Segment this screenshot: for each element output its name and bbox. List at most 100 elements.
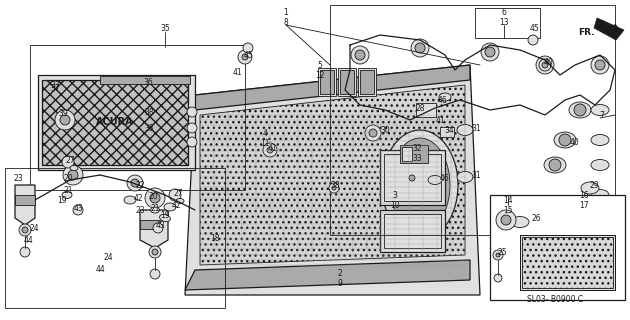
Text: 31: 31 xyxy=(471,124,481,132)
Text: 8: 8 xyxy=(284,18,289,27)
Circle shape xyxy=(574,104,586,116)
Bar xyxy=(330,5,615,235)
Polygon shape xyxy=(38,75,195,170)
Text: 1: 1 xyxy=(284,7,289,17)
Text: 22: 22 xyxy=(135,180,145,189)
Ellipse shape xyxy=(70,165,78,171)
Text: 23: 23 xyxy=(135,205,145,214)
Bar xyxy=(416,103,436,117)
Circle shape xyxy=(187,123,197,133)
Circle shape xyxy=(60,115,70,125)
Text: 30: 30 xyxy=(380,125,390,134)
Polygon shape xyxy=(200,85,465,265)
Ellipse shape xyxy=(62,191,72,198)
Text: ACURA: ACURA xyxy=(96,117,134,127)
Text: 9: 9 xyxy=(338,278,343,287)
Ellipse shape xyxy=(591,159,609,171)
Text: 41: 41 xyxy=(267,143,277,153)
Polygon shape xyxy=(195,65,470,110)
Polygon shape xyxy=(15,185,35,225)
Text: 32: 32 xyxy=(412,143,422,153)
Text: 34: 34 xyxy=(444,125,454,134)
Bar xyxy=(30,45,245,190)
Text: 42: 42 xyxy=(171,201,181,210)
Bar xyxy=(400,145,428,163)
Text: 42: 42 xyxy=(133,194,143,203)
Text: 43: 43 xyxy=(155,220,165,229)
Circle shape xyxy=(540,60,550,70)
Text: 20: 20 xyxy=(148,191,158,201)
Polygon shape xyxy=(140,210,168,248)
Ellipse shape xyxy=(151,207,159,213)
Circle shape xyxy=(145,188,165,208)
Polygon shape xyxy=(185,65,480,295)
Ellipse shape xyxy=(428,175,442,185)
Ellipse shape xyxy=(124,196,136,204)
Circle shape xyxy=(536,56,554,74)
Bar xyxy=(358,68,376,96)
Text: 37: 37 xyxy=(50,81,60,90)
Bar xyxy=(15,195,35,205)
Text: 20: 20 xyxy=(63,173,73,182)
Text: 46: 46 xyxy=(438,95,448,105)
Ellipse shape xyxy=(544,157,566,173)
Bar xyxy=(380,210,445,252)
Text: 38: 38 xyxy=(144,124,154,132)
Circle shape xyxy=(150,193,160,203)
Bar xyxy=(5,168,225,308)
Text: 33: 33 xyxy=(412,154,422,163)
Circle shape xyxy=(149,246,161,258)
Text: 45: 45 xyxy=(529,23,539,33)
Ellipse shape xyxy=(164,203,176,211)
Bar xyxy=(320,70,334,94)
Circle shape xyxy=(169,189,181,201)
Text: 40: 40 xyxy=(569,138,579,147)
Ellipse shape xyxy=(554,132,576,148)
Text: 19: 19 xyxy=(57,196,67,204)
Circle shape xyxy=(501,215,511,225)
Circle shape xyxy=(329,183,339,193)
Circle shape xyxy=(19,224,31,236)
Polygon shape xyxy=(42,80,188,165)
Circle shape xyxy=(365,125,381,141)
Circle shape xyxy=(485,47,495,57)
Circle shape xyxy=(409,175,415,181)
Text: 16: 16 xyxy=(579,190,589,199)
Circle shape xyxy=(62,156,74,168)
Ellipse shape xyxy=(457,172,473,182)
Circle shape xyxy=(153,223,163,233)
Bar xyxy=(380,150,445,205)
Text: 28: 28 xyxy=(415,103,425,113)
Circle shape xyxy=(415,43,425,53)
Polygon shape xyxy=(522,237,613,288)
Circle shape xyxy=(595,60,605,70)
Text: SL03- B0900 C: SL03- B0900 C xyxy=(527,295,583,305)
Text: 46: 46 xyxy=(440,173,450,182)
Text: 24: 24 xyxy=(103,253,113,262)
Circle shape xyxy=(127,175,143,191)
Circle shape xyxy=(539,59,551,71)
Ellipse shape xyxy=(581,182,599,194)
Text: 25: 25 xyxy=(497,247,507,257)
Text: 10: 10 xyxy=(390,201,400,210)
Bar xyxy=(490,195,625,300)
Circle shape xyxy=(73,205,83,215)
Text: 23: 23 xyxy=(13,173,23,182)
Bar xyxy=(340,70,354,94)
Text: 27: 27 xyxy=(65,156,75,164)
Text: 44: 44 xyxy=(23,236,33,244)
Circle shape xyxy=(152,249,158,255)
Circle shape xyxy=(63,165,83,185)
Text: 6: 6 xyxy=(501,7,507,17)
Polygon shape xyxy=(185,260,470,290)
Text: 27: 27 xyxy=(173,188,183,197)
Circle shape xyxy=(55,110,75,130)
Circle shape xyxy=(481,43,499,61)
Ellipse shape xyxy=(569,102,591,118)
Ellipse shape xyxy=(591,105,609,116)
Circle shape xyxy=(542,62,548,68)
Text: 36: 36 xyxy=(143,77,153,86)
Text: 26: 26 xyxy=(531,213,541,222)
Text: 44: 44 xyxy=(95,266,105,275)
Circle shape xyxy=(238,50,252,64)
